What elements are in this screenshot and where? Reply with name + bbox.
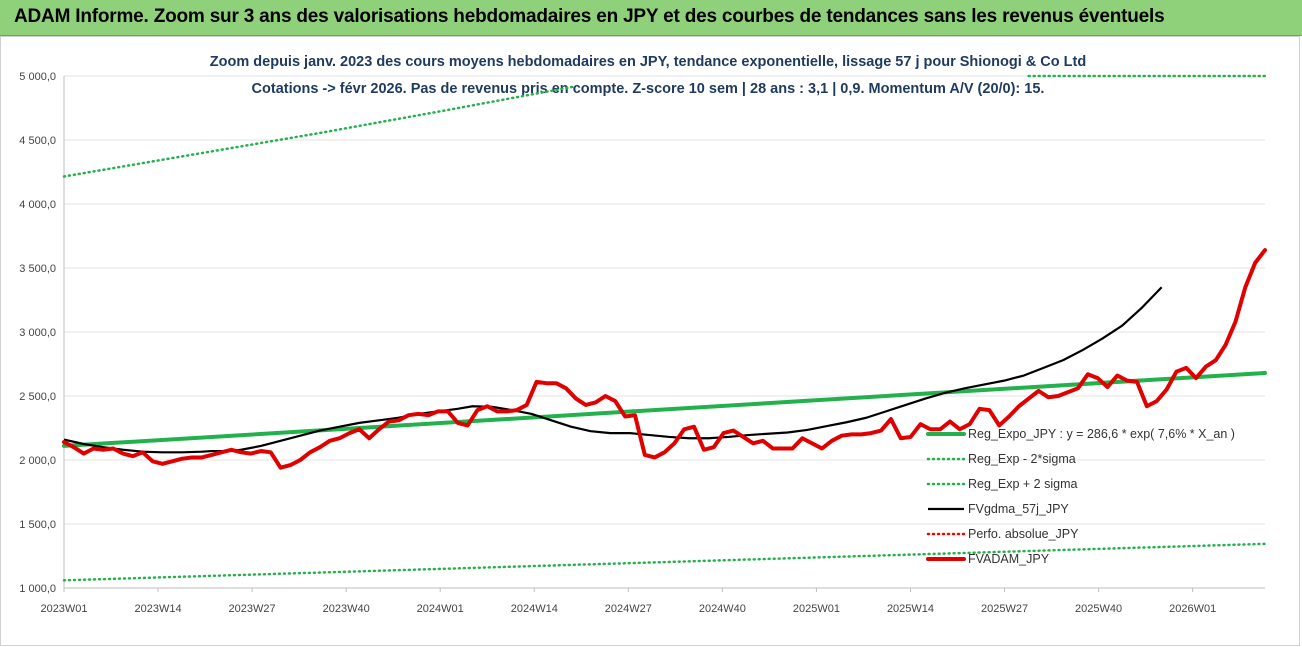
legend-label: FVADAM_JPY (968, 552, 1050, 566)
legend-label: FVgdma_57j_JPY (968, 502, 1069, 516)
report-title: ADAM Informe. Zoom sur 3 ans des valoris… (14, 6, 1165, 27)
legend-item: FVADAM_JPY (926, 552, 1050, 566)
legend-label: Reg_Exp - 2*sigma (968, 452, 1076, 466)
legend-label: Perfo. absolue_JPY (968, 527, 1079, 541)
series-line (62, 84, 578, 178)
legend: Reg_Expo_JPY : y = 286,6 * exp( 7,6% * X… (926, 427, 1235, 566)
chart-title: Zoom depuis janv. 2023 des cours moyens … (210, 54, 1086, 70)
series-fvadam-jpy (62, 248, 1267, 470)
x-tick-label: 2023W01 (40, 603, 87, 615)
x-tick-label: 2024W01 (417, 603, 464, 615)
legend-label: Reg_Exp + 2 sigma (968, 477, 1077, 491)
legend-item: FVgdma_57j_JPY (928, 502, 1069, 516)
y-tick-label: 3 500,0 (19, 263, 56, 275)
legend-item: Reg_Exp - 2*sigma (926, 452, 1076, 466)
y-tick-label: 5 000,0 (19, 71, 56, 83)
x-tick-label: 2024W14 (511, 603, 558, 615)
legend-item: Perfo. absolue_JPY (926, 527, 1079, 541)
y-tick-label: 2 500,0 (19, 391, 56, 403)
series-group (62, 74, 1267, 582)
x-tick-label: 2024W27 (605, 603, 652, 615)
axes: 1 000,0 1 500,0 2 000,0 2 500,0 3 000,0 3 500… (19, 71, 1265, 615)
y-tick-label: 2 000,0 (19, 455, 56, 467)
gridlines (64, 75, 1265, 589)
y-tick-label: 3 000,0 (19, 327, 56, 339)
y-tick-label: 1 000,0 (19, 583, 56, 595)
x-tick-label: 2025W01 (793, 603, 840, 615)
x-tick-label: 2023W40 (323, 603, 370, 615)
y-tick-label: 1 500,0 (19, 519, 56, 531)
x-tick-label: 2025W14 (887, 603, 934, 615)
chart-frame (0, 36, 1300, 646)
x-tick-label: 2023W14 (135, 603, 182, 615)
series-reg-exp-plus-2sigma (62, 74, 1267, 178)
x-tick-label: 2025W27 (981, 603, 1028, 615)
y-tick-label: 4 000,0 (19, 199, 56, 211)
x-tick-label: 2024W40 (699, 603, 746, 615)
chart-subtitle: Cotations -> févr 2026. Pas de revenus p… (252, 81, 1045, 97)
x-tick-label: 2025W40 (1075, 603, 1122, 615)
series-reg-expo-jpy-y-286-6-exp-7-6-x (62, 370, 1267, 448)
legend-item: Reg_Exp + 2 sigma (926, 477, 1077, 491)
legend-label: Reg_Expo_JPY : y = 286,6 * exp( 7,6% * X… (968, 427, 1235, 441)
report-header: ADAM Informe. Zoom sur 3 ans des valoris… (0, 0, 1302, 36)
x-tick-label: 2026W01 (1169, 603, 1216, 615)
legend-item: Reg_Expo_JPY : y = 286,6 * exp( 7,6% * X… (926, 427, 1235, 441)
series-reg-exp-2-sigma (62, 542, 1267, 582)
y-tick-label: 4 500,0 (19, 135, 56, 147)
x-tick-label: 2023W27 (229, 603, 276, 615)
